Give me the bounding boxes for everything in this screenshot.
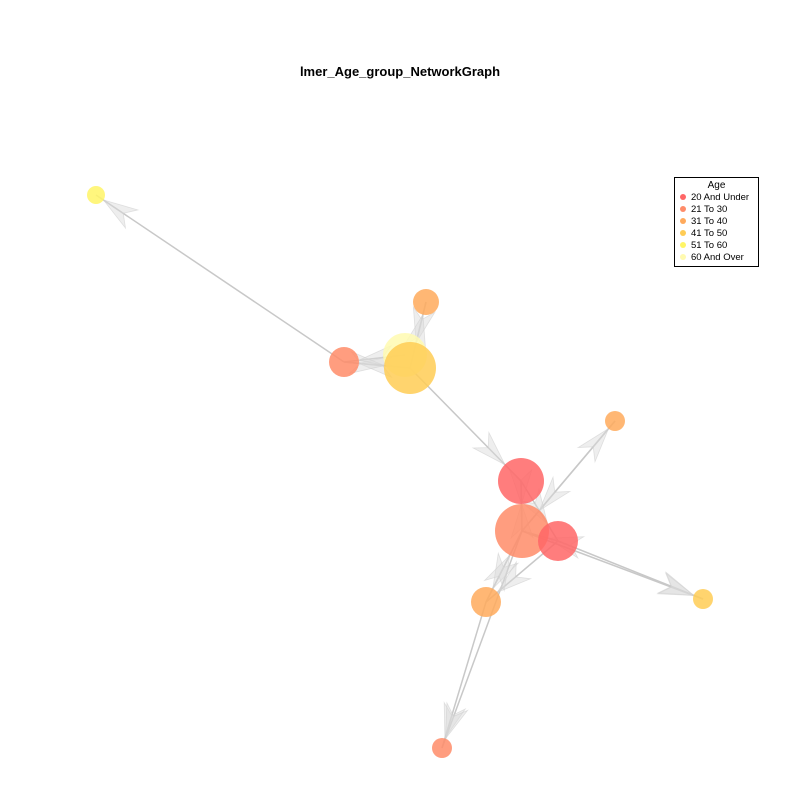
- graph-title: lmer_Age_group_NetworkGraph: [299, 64, 501, 79]
- legend-item: 31 To 40: [675, 215, 758, 227]
- edge-arrowhead: [492, 551, 520, 590]
- legend-label: 60 And Over: [691, 251, 744, 263]
- legend-item: 21 To 30: [675, 203, 758, 215]
- graph-edge: [95, 194, 345, 363]
- legend-swatch: [680, 230, 686, 236]
- graph-node: [432, 738, 452, 758]
- edge-arrowhead: [656, 571, 695, 596]
- graph-node: [413, 289, 439, 315]
- legend-swatch: [680, 254, 686, 260]
- graph-node: [498, 458, 544, 504]
- edge-arrowhead: [538, 475, 572, 512]
- legend-item: 41 To 50: [675, 227, 758, 239]
- edge-arrowhead: [445, 701, 469, 740]
- legend-item: 60 And Over: [675, 251, 758, 263]
- legend-label: 20 And Under: [691, 191, 750, 203]
- edge-arrowhead: [412, 305, 436, 344]
- legend-swatch: [680, 218, 686, 224]
- legend-title: Age: [707, 180, 726, 191]
- legend-item: 20 And Under: [675, 191, 758, 203]
- legend-label: 21 To 30: [691, 203, 728, 215]
- legend-swatch: [680, 206, 686, 212]
- graph-edge: [441, 601, 487, 749]
- graph-node: [471, 587, 501, 617]
- edges-layer: [95, 194, 704, 749]
- graph-edge: [409, 367, 522, 482]
- graph-node: [605, 411, 625, 431]
- graph-node: [538, 521, 578, 561]
- graph-node: [329, 347, 359, 377]
- edge-arrowhead: [443, 701, 467, 740]
- edge-arrowhead: [576, 427, 610, 464]
- graph-node: [384, 342, 436, 394]
- graph-node: [693, 589, 713, 609]
- legend-label: 51 To 60: [691, 239, 728, 251]
- legend-swatch: [680, 242, 686, 248]
- edge-arrowhead: [496, 560, 533, 594]
- edge-arrowhead: [102, 199, 140, 230]
- graph-node: [87, 186, 105, 204]
- legend-item: 51 To 60: [675, 239, 758, 251]
- legend-label: 41 To 50: [691, 227, 728, 239]
- legend-label: 31 To 40: [691, 215, 728, 227]
- edge-arrowhead: [471, 431, 506, 466]
- arrowheads-layer: [102, 199, 695, 740]
- graph-edge: [441, 530, 523, 749]
- nodes-layer: [87, 186, 713, 758]
- legend-swatch: [680, 194, 686, 200]
- graph-node: [495, 504, 549, 558]
- legend: Age 20 And Under 21 To 30 31 To 40 41 To 50…: [674, 177, 759, 267]
